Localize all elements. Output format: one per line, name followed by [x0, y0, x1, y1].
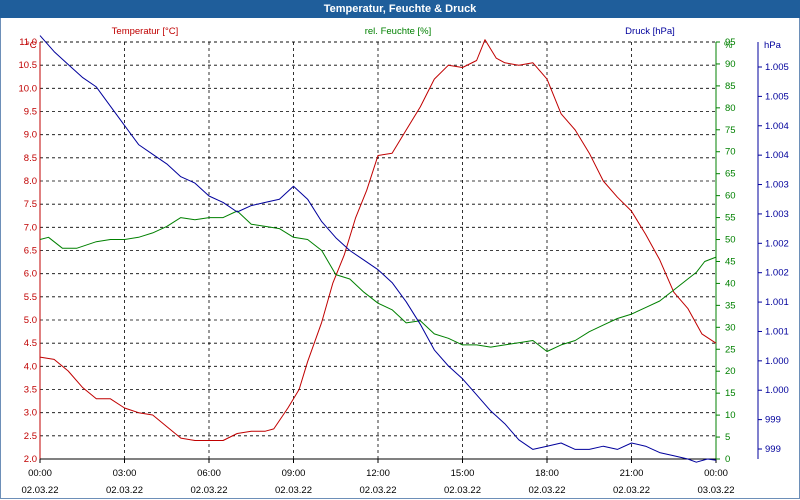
series-temperature	[39, 39, 717, 441]
series-pressure	[39, 35, 717, 463]
x-tick-date: 02.03.22	[22, 485, 59, 496]
pressure-tick-label: 1.001	[765, 297, 789, 308]
x-tick-date: 02.03.22	[613, 485, 650, 496]
humidity-tick-label: 10	[725, 410, 736, 421]
humidity-tick-label: 65	[725, 169, 736, 180]
humidity-tick-label: 55	[725, 213, 736, 224]
legend-humidity: rel. Feuchte [%]	[365, 26, 432, 37]
temperature-tick-label: 7.5	[24, 199, 37, 210]
chart-title: Temperatur, Feuchte & Druck	[0, 0, 800, 18]
temperature-tick-label: 8.0	[24, 176, 37, 187]
x-tick-time: 18:00	[535, 468, 559, 479]
axis-labels: 2.0 2.5 3.0 3.5 4.0 4.5 5.0 5.5 6.0 6.5 7.0 7.5 8.0 8…	[19, 26, 789, 496]
humidity-tick-label: 20	[725, 366, 736, 377]
temperature-tick-label: 5.0	[24, 315, 37, 326]
temperature-tick-label: 4.5	[24, 338, 37, 349]
legend-pressure: Druck [hPa]	[625, 26, 675, 37]
temperature-tick-label: 11.0	[19, 37, 37, 48]
temperature-tick-label: 3.0	[24, 408, 37, 419]
pressure-tick-label: 999	[765, 415, 781, 426]
humidity-tick-label: 60	[725, 191, 736, 202]
pressure-tick-label: 999	[765, 444, 781, 455]
grid-lines	[39, 41, 717, 460]
humidity-tick-label: 45	[725, 256, 736, 267]
x-tick-date: 03.03.22	[698, 485, 735, 496]
humidity-tick-label: 35	[725, 300, 736, 311]
pressure-tick-label: 1.001	[765, 326, 789, 337]
temperature-tick-label: 5.5	[24, 292, 37, 303]
humidity-tick-label: 90	[725, 59, 736, 70]
x-tick-time: 12:00	[366, 468, 390, 479]
humidity-tick-label: 25	[725, 344, 736, 355]
humidity-unit: %	[724, 40, 733, 51]
temperature-tick-label: 9.0	[24, 130, 37, 141]
pressure-tick-label: 1.004	[765, 121, 789, 132]
axes	[39, 41, 762, 463]
legend-temperature: Temperatur [°C]	[112, 26, 179, 37]
temperature-tick-label: 6.5	[24, 246, 37, 257]
x-tick-date: 02.03.22	[106, 485, 143, 496]
pressure-tick-label: 1.000	[765, 356, 789, 367]
temperature-tick-label: 7.0	[24, 222, 37, 233]
x-tick-time: 06:00	[197, 468, 221, 479]
humidity-tick-label: 85	[725, 81, 736, 92]
x-tick-date: 02.03.22	[275, 485, 312, 496]
humidity-tick-label: 30	[725, 322, 736, 333]
x-tick-date: 02.03.22	[529, 485, 566, 496]
temperature-tick-label: 8.5	[24, 153, 37, 164]
temperature-tick-label: 4.0	[24, 361, 37, 372]
temperature-tick-label: 2.0	[24, 454, 37, 465]
x-tick-time: 00:00	[704, 468, 728, 479]
temperature-unit: °C	[26, 40, 37, 51]
x-tick-time: 00:00	[28, 468, 52, 479]
pressure-tick-label: 1.002	[765, 238, 789, 249]
temperature-tick-label: 3.5	[24, 385, 37, 396]
humidity-tick-label: 50	[725, 235, 736, 246]
x-tick-time: 21:00	[620, 468, 644, 479]
humidity-tick-label: 80	[725, 103, 736, 114]
temperature-tick-label: 10.5	[19, 60, 38, 71]
pressure-tick-label: 1.003	[765, 209, 789, 220]
temperature-tick-label: 6.0	[24, 269, 37, 280]
temperature-tick-label: 9.5	[24, 107, 37, 118]
temperature-tick-label: 10.0	[19, 83, 38, 94]
humidity-tick-label: 70	[725, 147, 736, 158]
humidity-tick-label: 40	[725, 278, 736, 289]
temperature-tick-label: 2.5	[24, 431, 37, 442]
humidity-tick-label: 5	[725, 432, 730, 443]
x-tick-time: 03:00	[113, 468, 137, 479]
pressure-tick-label: 1.004	[765, 150, 789, 161]
series-lines	[39, 35, 717, 463]
humidity-tick-label: 15	[725, 388, 736, 399]
x-tick-time: 15:00	[451, 468, 475, 479]
x-tick-date: 02.03.22	[360, 485, 397, 496]
pressure-tick-label: 1.000	[765, 385, 789, 396]
humidity-tick-label: 75	[725, 125, 736, 136]
series-humidity	[39, 210, 717, 352]
pressure-unit: hPa	[764, 40, 782, 51]
x-tick-time: 09:00	[282, 468, 306, 479]
humidity-tick-label: 0	[725, 454, 730, 465]
humidity-tick-label: 95	[725, 37, 736, 48]
pressure-tick-label: 1.002	[765, 268, 789, 279]
pressure-tick-label: 1.005	[765, 62, 789, 73]
x-tick-date: 02.03.22	[444, 485, 481, 496]
x-tick-date: 02.03.22	[191, 485, 228, 496]
pressure-tick-label: 1.005	[765, 91, 789, 102]
pressure-tick-label: 1.003	[765, 180, 789, 191]
